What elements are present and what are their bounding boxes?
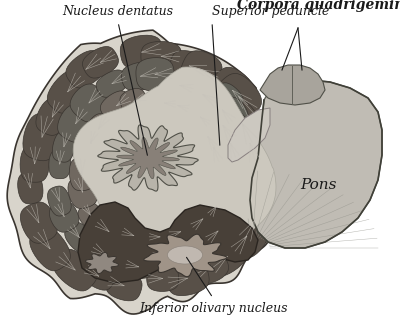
- Polygon shape: [220, 110, 250, 144]
- Polygon shape: [116, 137, 179, 179]
- Polygon shape: [236, 178, 256, 202]
- Polygon shape: [180, 51, 222, 89]
- Polygon shape: [168, 232, 207, 269]
- Polygon shape: [206, 93, 239, 127]
- Polygon shape: [122, 62, 160, 91]
- Polygon shape: [47, 70, 88, 113]
- Polygon shape: [80, 130, 102, 156]
- Polygon shape: [230, 127, 251, 151]
- Polygon shape: [210, 227, 241, 258]
- Polygon shape: [189, 229, 223, 263]
- Polygon shape: [78, 203, 102, 227]
- Polygon shape: [209, 67, 256, 113]
- Polygon shape: [216, 73, 262, 120]
- Polygon shape: [65, 222, 94, 253]
- Polygon shape: [188, 105, 213, 130]
- Text: Nucleus dentatus: Nucleus dentatus: [62, 5, 174, 18]
- Polygon shape: [204, 217, 232, 245]
- Polygon shape: [235, 189, 266, 224]
- Text: Pons: Pons: [300, 178, 336, 192]
- Polygon shape: [30, 227, 70, 271]
- Polygon shape: [166, 74, 194, 97]
- Text: Corpora quadrigemina: Corpora quadrigemina: [237, 0, 400, 12]
- Polygon shape: [48, 186, 71, 216]
- Polygon shape: [153, 93, 176, 113]
- Polygon shape: [120, 225, 147, 247]
- Polygon shape: [23, 114, 61, 161]
- Polygon shape: [230, 135, 258, 167]
- Polygon shape: [217, 127, 244, 160]
- Polygon shape: [168, 246, 202, 264]
- Polygon shape: [36, 99, 68, 135]
- Polygon shape: [124, 256, 153, 278]
- Polygon shape: [18, 172, 43, 204]
- Polygon shape: [136, 58, 174, 91]
- Polygon shape: [78, 202, 258, 283]
- Polygon shape: [184, 76, 223, 114]
- Polygon shape: [53, 249, 97, 291]
- Polygon shape: [232, 122, 269, 165]
- Polygon shape: [92, 215, 126, 249]
- Polygon shape: [228, 108, 270, 162]
- Polygon shape: [98, 125, 198, 191]
- Polygon shape: [220, 97, 248, 126]
- Polygon shape: [147, 265, 179, 291]
- Polygon shape: [7, 30, 277, 314]
- Polygon shape: [221, 217, 252, 249]
- Polygon shape: [58, 105, 94, 143]
- Text: Inferior olivary nucleus: Inferior olivary nucleus: [139, 302, 287, 315]
- Polygon shape: [250, 80, 382, 248]
- Polygon shape: [120, 35, 163, 69]
- Polygon shape: [168, 221, 194, 243]
- Polygon shape: [50, 201, 79, 232]
- Polygon shape: [52, 131, 76, 162]
- Polygon shape: [120, 88, 148, 114]
- Polygon shape: [206, 237, 248, 276]
- Polygon shape: [200, 131, 226, 164]
- Polygon shape: [194, 249, 228, 283]
- Polygon shape: [69, 158, 94, 191]
- Text: Superior peduncle: Superior peduncle: [212, 5, 329, 18]
- Polygon shape: [106, 271, 142, 301]
- Polygon shape: [234, 149, 258, 178]
- Polygon shape: [225, 214, 268, 258]
- Polygon shape: [85, 114, 112, 144]
- Polygon shape: [88, 238, 125, 273]
- Polygon shape: [212, 83, 243, 113]
- Polygon shape: [86, 252, 118, 274]
- Polygon shape: [70, 84, 108, 122]
- Polygon shape: [222, 101, 262, 147]
- Polygon shape: [73, 67, 276, 255]
- Polygon shape: [236, 209, 257, 233]
- Polygon shape: [194, 122, 222, 152]
- Polygon shape: [204, 194, 228, 219]
- Polygon shape: [166, 95, 190, 116]
- Polygon shape: [189, 205, 217, 232]
- Polygon shape: [68, 176, 97, 209]
- Polygon shape: [235, 163, 257, 190]
- Polygon shape: [205, 107, 241, 144]
- Polygon shape: [144, 234, 227, 277]
- Polygon shape: [170, 50, 208, 81]
- Polygon shape: [20, 145, 49, 182]
- Polygon shape: [260, 65, 325, 105]
- Polygon shape: [148, 228, 172, 246]
- Polygon shape: [151, 241, 180, 269]
- Polygon shape: [100, 91, 133, 121]
- Polygon shape: [82, 262, 115, 290]
- Polygon shape: [166, 261, 209, 296]
- Polygon shape: [20, 202, 58, 243]
- Polygon shape: [66, 50, 106, 88]
- Polygon shape: [141, 41, 182, 71]
- Polygon shape: [82, 47, 118, 78]
- Polygon shape: [96, 70, 128, 97]
- Polygon shape: [49, 149, 71, 179]
- Polygon shape: [230, 195, 280, 245]
